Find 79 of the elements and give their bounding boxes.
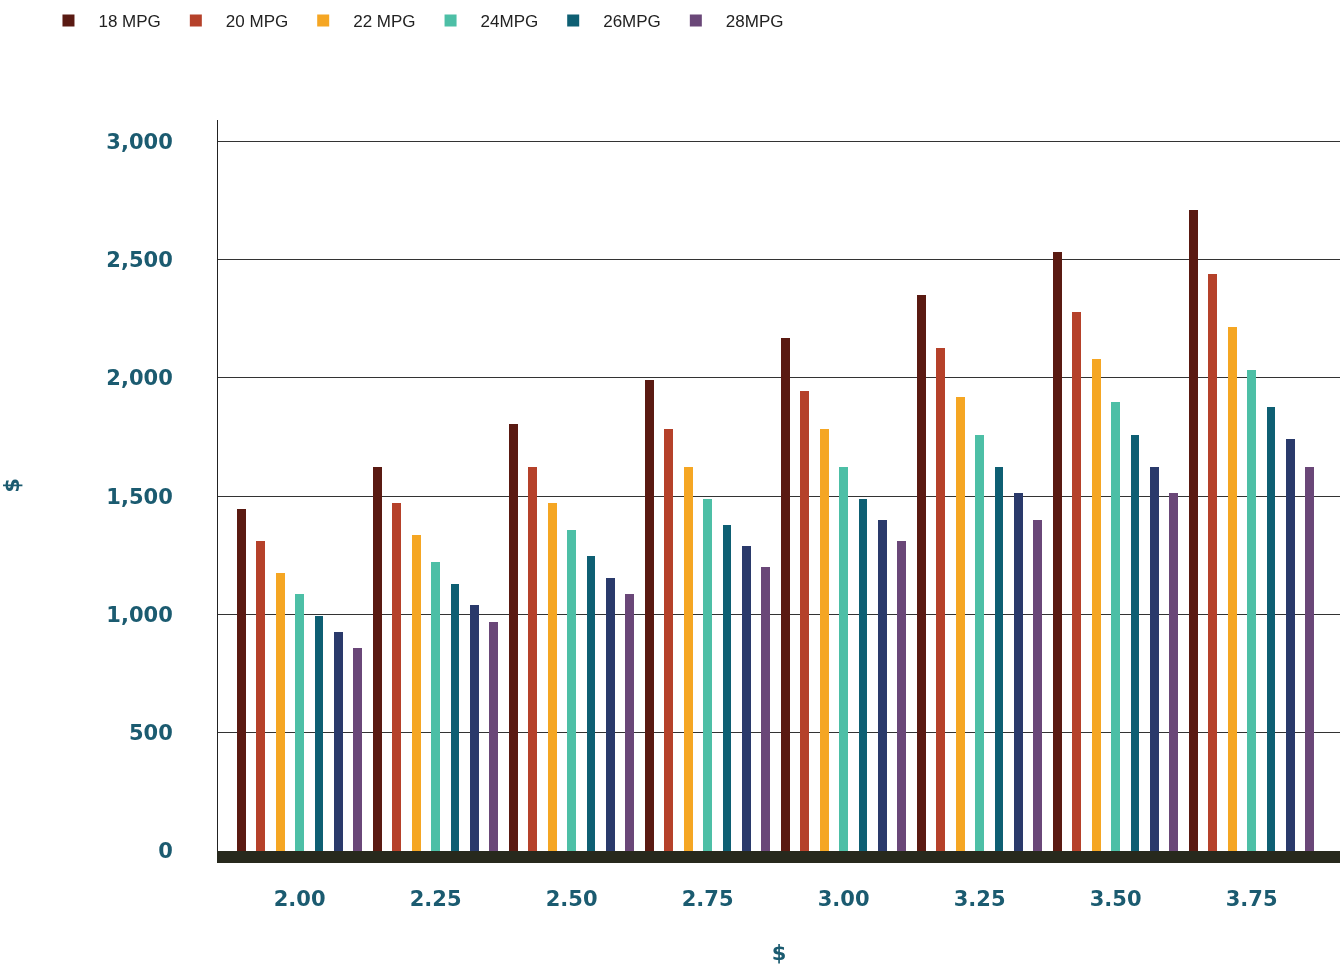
bar — [800, 391, 809, 851]
bar — [1092, 359, 1101, 851]
bar — [723, 525, 731, 851]
y-tick-label: 1,000 — [106, 602, 173, 627]
bar — [1169, 493, 1178, 851]
bar — [897, 541, 906, 851]
y-tick-label: 2,000 — [106, 366, 173, 391]
bar — [645, 380, 654, 851]
bar — [567, 530, 576, 851]
bar — [276, 573, 285, 851]
bar — [1014, 493, 1023, 851]
bar — [509, 424, 518, 851]
bar — [1228, 327, 1237, 851]
bar — [1189, 210, 1198, 851]
bar — [295, 594, 304, 851]
legend-label: 28MPG — [725, 12, 784, 32]
legend-label: 24MPG — [480, 12, 539, 32]
bar — [1247, 370, 1256, 851]
bar — [256, 541, 265, 851]
bar — [1208, 274, 1217, 851]
bar — [470, 605, 479, 851]
x-axis-title: $ — [771, 940, 787, 965]
bar — [1111, 402, 1120, 851]
bar — [392, 503, 401, 851]
bar — [781, 338, 790, 851]
bar — [917, 295, 926, 851]
bar — [684, 467, 693, 851]
legend-label: 26MPG — [603, 12, 661, 32]
y-tick-label: 3,000 — [106, 129, 173, 154]
bar — [859, 499, 867, 851]
y-axis-title: $ — [0, 478, 24, 493]
bar — [353, 648, 362, 851]
bar — [451, 584, 459, 851]
bar — [936, 348, 945, 851]
bar — [878, 520, 887, 851]
bar — [1150, 467, 1159, 851]
bar — [587, 556, 595, 851]
bar — [1072, 312, 1081, 851]
y-tick-label: 2,500 — [106, 247, 173, 272]
legend-label: 18 MPG — [98, 12, 161, 32]
x-tick-label: 3.25 — [953, 887, 1006, 912]
bar — [1286, 439, 1295, 851]
bar — [1053, 252, 1062, 851]
y-tick-label: 1,500 — [106, 484, 173, 509]
y-tick-label: 0 — [158, 839, 173, 864]
bar — [237, 509, 246, 851]
x-tick-label: 2.00 — [273, 887, 326, 912]
bar — [334, 632, 343, 851]
bar — [664, 429, 673, 851]
bar — [975, 435, 984, 851]
bar — [528, 467, 537, 851]
x-tick-label: 3.00 — [817, 887, 870, 912]
bar — [1305, 467, 1314, 851]
bar — [548, 503, 557, 851]
x-tick-label: 2.75 — [681, 887, 734, 912]
x-tick-label: 2.50 — [545, 887, 598, 912]
bar — [1131, 435, 1139, 851]
bar — [761, 567, 770, 851]
bar — [1267, 407, 1275, 851]
bar — [412, 535, 421, 851]
x-tick-label: 2.25 — [409, 887, 462, 912]
bar — [373, 467, 382, 851]
bar — [820, 429, 829, 851]
bar — [606, 578, 615, 851]
bar — [703, 499, 712, 851]
bar — [625, 594, 634, 851]
bar — [956, 397, 965, 851]
legend-label: 20 MPG — [225, 12, 289, 32]
bar — [995, 467, 1003, 851]
bar — [315, 616, 323, 851]
bar — [839, 467, 848, 851]
bar — [431, 562, 440, 851]
bar — [1033, 520, 1042, 851]
x-tick-label: 3.50 — [1089, 887, 1142, 912]
bar — [489, 622, 498, 851]
x-tick-label: 3.75 — [1225, 887, 1278, 912]
legend-label: 22 MPG — [353, 12, 416, 32]
y-tick-label: 500 — [128, 721, 173, 746]
bar — [742, 546, 751, 851]
